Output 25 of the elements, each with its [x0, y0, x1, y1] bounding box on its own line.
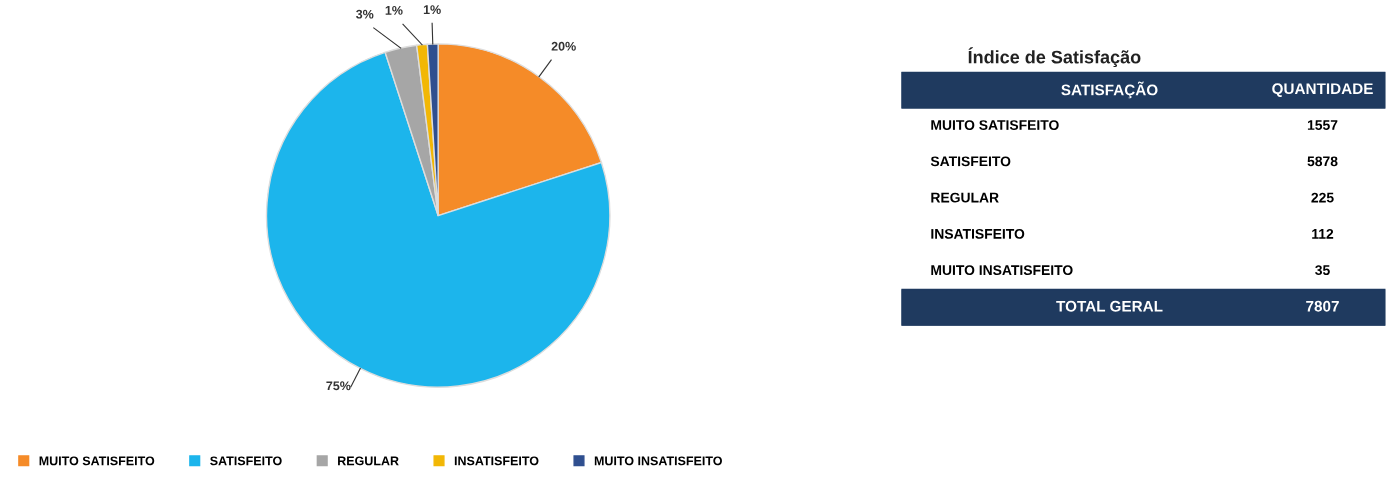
category-label: INSATISFEITO — [931, 228, 1025, 239]
text: SATISFAÇÃO — [1061, 81, 1158, 99]
data-label: 112 — [1312, 228, 1334, 239]
text: QUANTIDADE — [1272, 83, 1373, 97]
data-label: 1% — [385, 6, 403, 15]
legend-label: REGULAR — [338, 456, 399, 466]
legend-label: INSATISFEITO — [454, 456, 539, 466]
data-label: 1% — [423, 5, 441, 15]
legend-label: SATISFEITO — [210, 456, 282, 466]
category-label: SATISFEITO — [930, 156, 1011, 167]
data-label: 5878 — [1307, 156, 1338, 167]
data-label: 35 — [1315, 265, 1330, 276]
category-label: REGULAR — [931, 192, 999, 203]
text: 7807 — [1306, 300, 1339, 312]
text: Índice de Satisfação — [968, 47, 1141, 68]
data-label: 75% — [326, 381, 351, 391]
legend-label: MUITO INSATISFEITO — [594, 456, 722, 466]
category-label: MUITO SATISFEITO — [931, 120, 1059, 130]
category-label: MUITO INSATISFEITO — [931, 265, 1073, 276]
data-label: 1557 — [1307, 120, 1338, 130]
data-label: 225 — [1311, 192, 1334, 203]
legend-label: MUITO SATISFEITO — [39, 456, 155, 466]
text: TOTAL GERAL — [1056, 300, 1163, 312]
data-label: 20% — [551, 41, 576, 51]
data-label: 3% — [355, 9, 374, 19]
